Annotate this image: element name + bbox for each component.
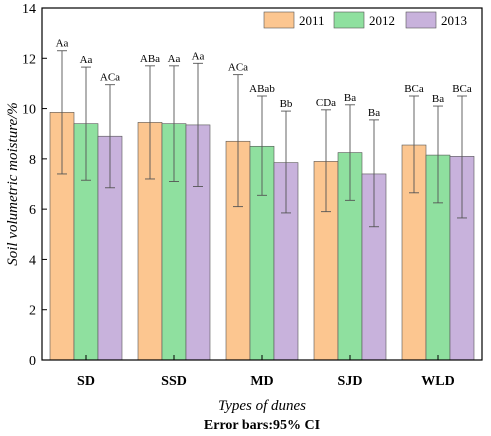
- data-label: Aa: [80, 54, 93, 66]
- data-label: ABa: [140, 53, 160, 65]
- legend-label: 2011: [299, 13, 325, 28]
- data-label: BCa: [452, 83, 472, 95]
- x-tick-label: MD: [250, 374, 273, 389]
- x-axis: SD SSD MD SJD WLD: [77, 355, 455, 389]
- y-tick-label: 10: [22, 103, 36, 118]
- y-axis-title: Soil volumetric moisture/%: [5, 102, 21, 266]
- legend-swatch: [405, 11, 437, 29]
- data-label: ACa: [228, 62, 248, 74]
- y-tick-label: 8: [29, 153, 36, 168]
- data-label: Aa: [168, 53, 181, 65]
- data-label: Bb: [280, 98, 293, 110]
- legend-label: 2013: [441, 13, 467, 28]
- data-label: Aa: [56, 38, 69, 50]
- x-axis-title: Types of dunes: [218, 398, 306, 414]
- y-tick-label: 4: [29, 253, 36, 268]
- y-tick-label: 12: [22, 52, 36, 67]
- y-axis: 0 2 4 6 8 10 12 14: [22, 2, 47, 369]
- footnote: Error bars:95% CI: [204, 418, 320, 433]
- y-tick-label: 2: [29, 304, 36, 319]
- data-label: Aa: [192, 50, 205, 62]
- x-tick-label: SJD: [338, 374, 363, 389]
- y-tick-label: 6: [29, 203, 36, 218]
- data-label: CDa: [316, 97, 336, 109]
- data-label: ABab: [249, 83, 275, 95]
- x-tick-label: SD: [77, 374, 95, 389]
- data-label: BCa: [404, 83, 424, 95]
- x-tick-label: WLD: [421, 374, 454, 389]
- data-label: ACa: [100, 72, 120, 84]
- y-tick-label: 14: [22, 2, 36, 17]
- legend: 2011 2012 2013: [263, 11, 467, 29]
- legend-label: 2012: [369, 13, 395, 28]
- y-tick-label: 0: [29, 354, 36, 369]
- x-tick-label: SSD: [161, 374, 187, 389]
- legend-swatch: [263, 11, 295, 29]
- legend-swatch: [333, 11, 365, 29]
- data-label: Ba: [344, 92, 356, 104]
- data-label: Ba: [432, 93, 444, 105]
- data-label: Ba: [368, 107, 380, 119]
